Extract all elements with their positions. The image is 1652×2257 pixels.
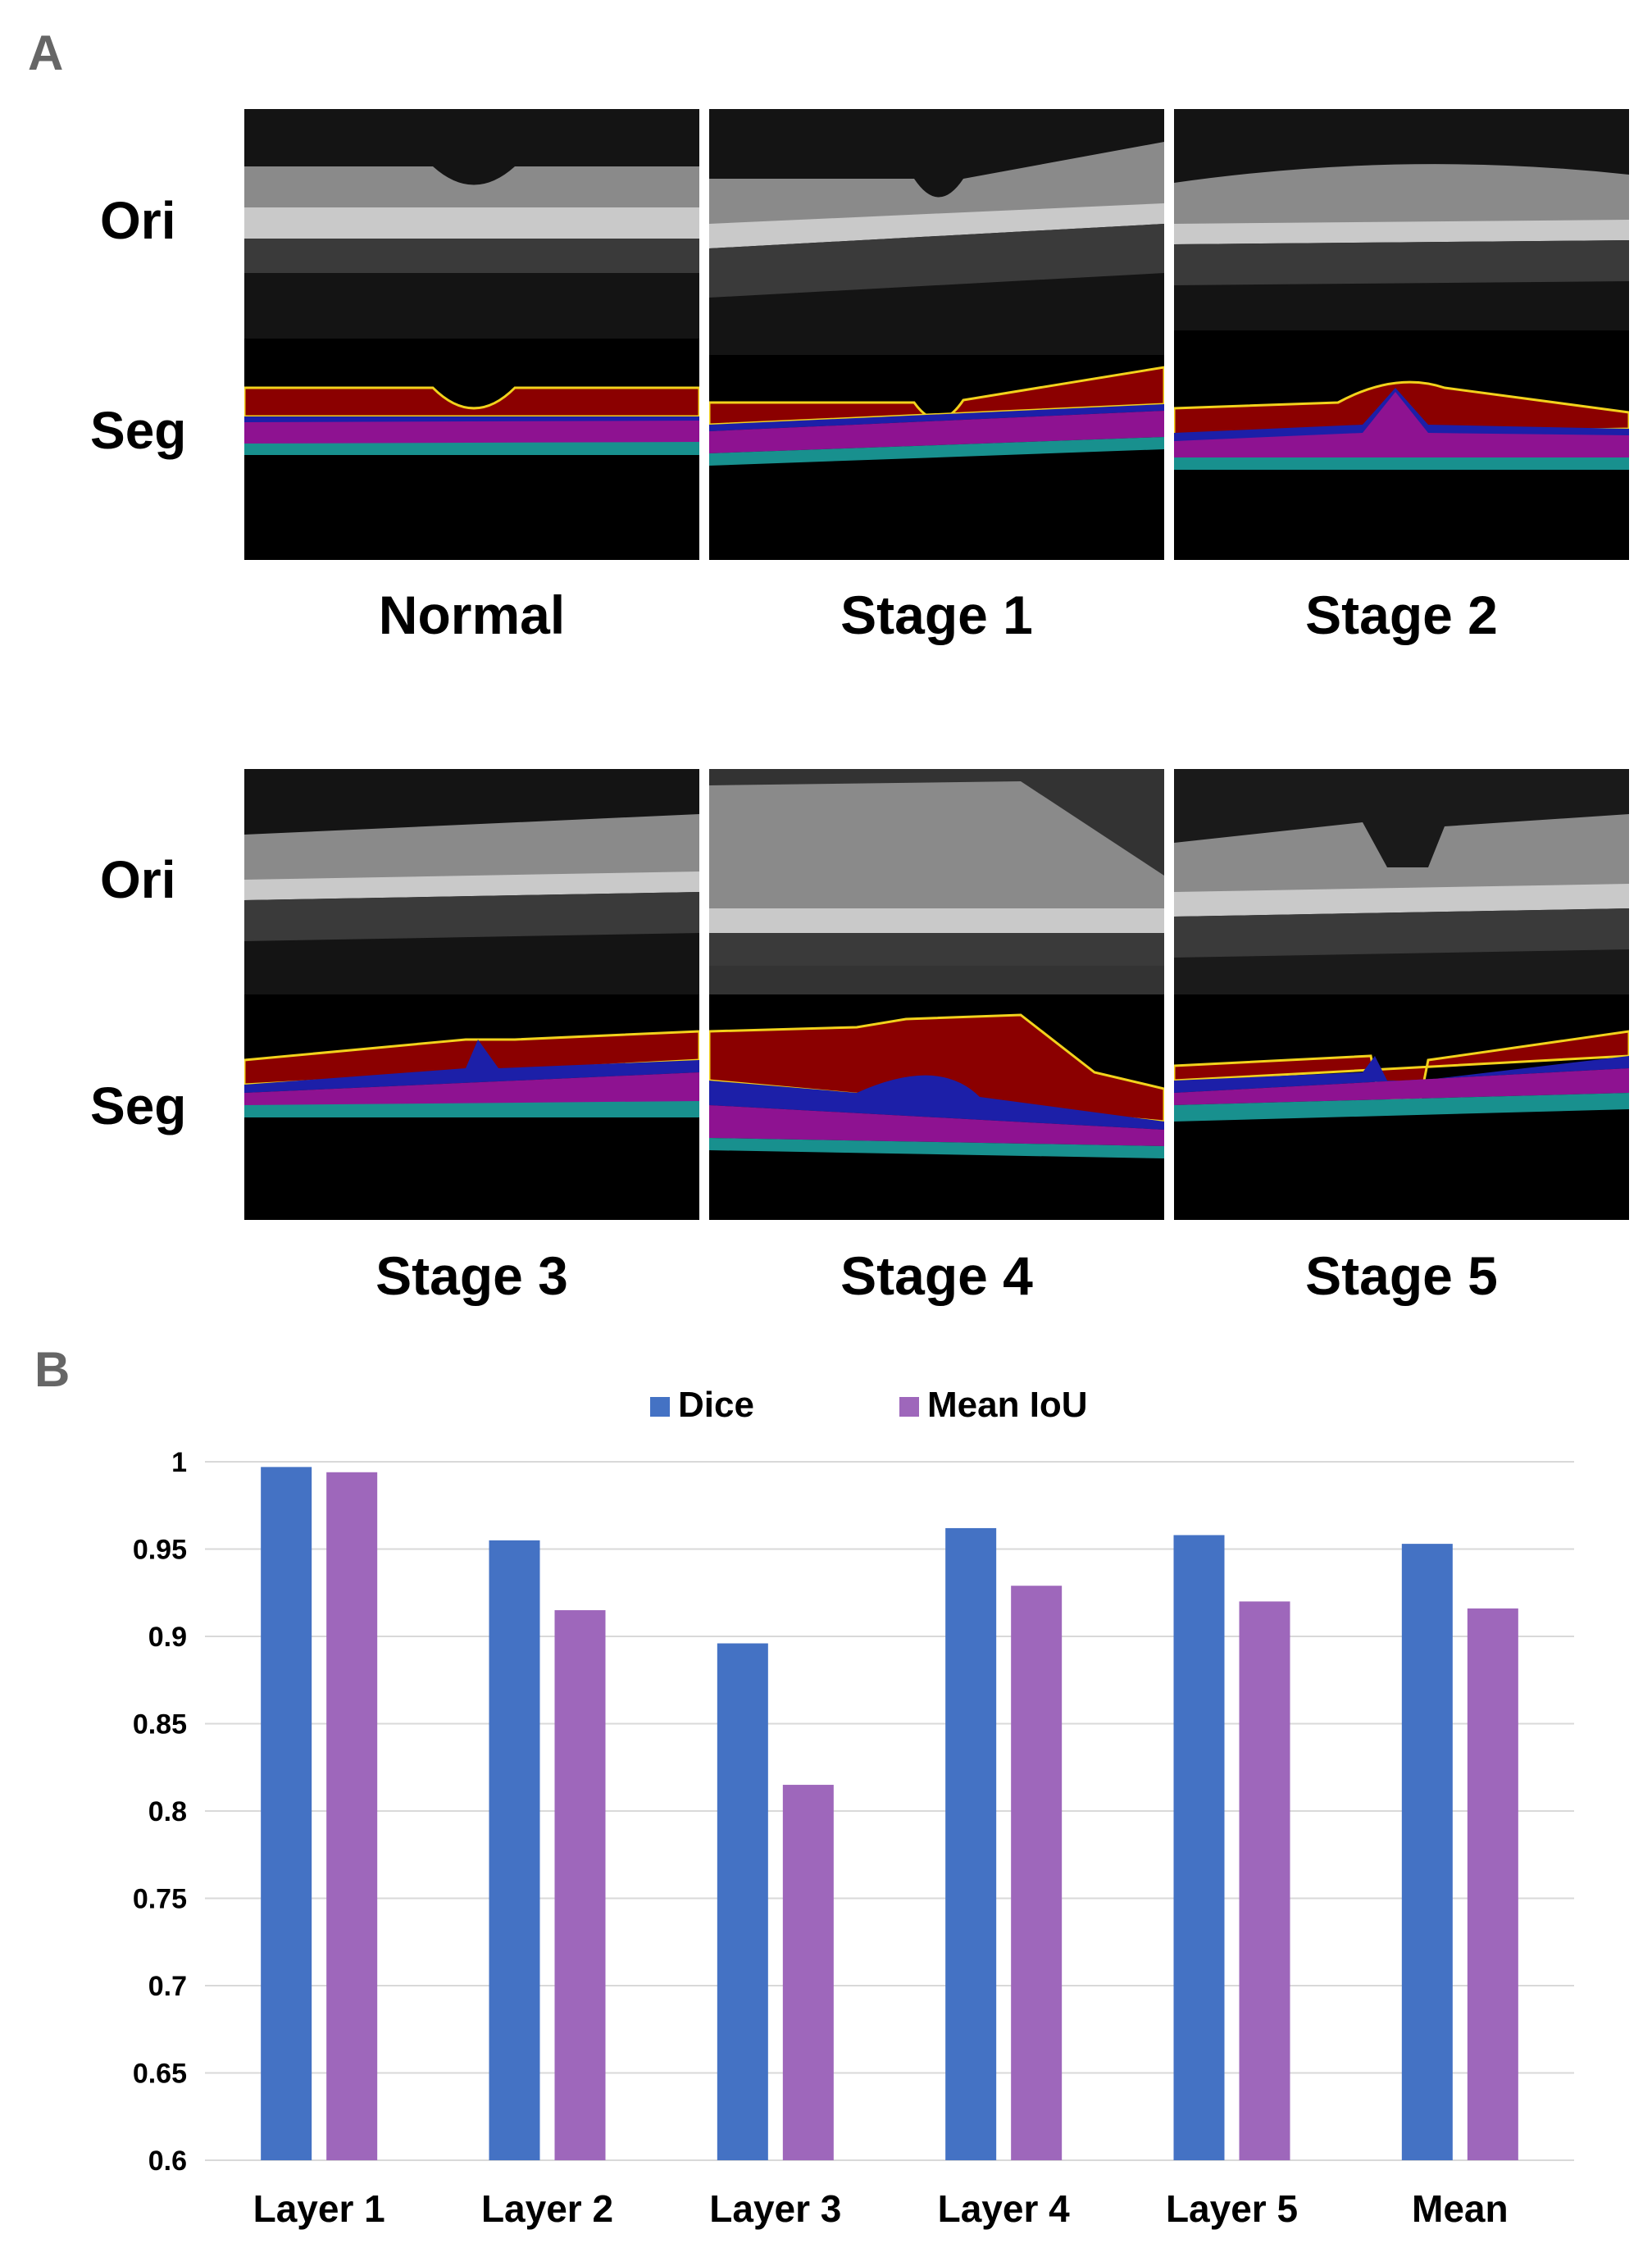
y-tick-label: 0.85 (133, 1709, 187, 1741)
stage-label-stage-4: Stage 4 (840, 1245, 1033, 1306)
bar-mean-iou-layer-4 (1011, 1586, 1063, 2160)
x-tick-label: Layer 3 (709, 2187, 841, 2230)
chart-gridlines (205, 1461, 1574, 2161)
stage-label-stage-3: Stage 3 (375, 1245, 568, 1306)
legend-label-dice: Dice (678, 1385, 754, 1425)
bar-dice-layer-5 (1173, 1535, 1225, 2160)
row-label-ori-top: Ori (100, 191, 176, 250)
y-tick-label: 0.95 (133, 1535, 187, 1566)
bar-mean-iou-layer-3 (782, 1785, 834, 2160)
legend-swatch-dice (650, 1397, 670, 1417)
bar-dice-layer-4 (945, 1527, 997, 2160)
chart-y-tick-labels: 0.6 0.65 0.7 0.75 0.8 0.85 0.9 0.95 1 (133, 1447, 187, 2177)
bar-mean-iou-layer-2 (554, 1610, 606, 2160)
bar-mean-iou-layer-1 (326, 1472, 378, 2160)
bar-dice-mean (1401, 1544, 1453, 2160)
bar-mean-iou-mean (1467, 1608, 1518, 2160)
chart-legend: Dice Mean IoU (650, 1385, 1088, 1425)
x-tick-label: Layer 1 (253, 2187, 385, 2230)
legend-label-mean-iou: Mean IoU (927, 1385, 1088, 1425)
oct-scan-stage-2 (1174, 109, 1629, 560)
x-tick-label: Layer 2 (481, 2187, 613, 2230)
row-label-seg-top: Seg (90, 401, 187, 460)
y-tick-label: 0.9 (148, 1622, 187, 1653)
bar-dice-layer-2 (489, 1540, 540, 2160)
y-tick-label: 0.75 (133, 1884, 187, 1915)
legend-swatch-mean-iou (899, 1397, 919, 1417)
oct-scan-stage-4 (709, 769, 1164, 1220)
bar-chart: 0.60.650.70.750.80.850.90.951 Layer 1 Lay… (133, 1385, 1574, 2230)
x-tick-label: Layer 5 (1166, 2187, 1298, 2230)
y-tick-label: 0.6 (148, 2146, 187, 2177)
stage-label-stage-2: Stage 2 (1305, 585, 1498, 645)
oct-scan-stage-3 (244, 769, 699, 1220)
y-tick-label: 0.65 (133, 2059, 187, 2090)
x-tick-label: Mean (1412, 2187, 1509, 2230)
bar-mean-iou-layer-5 (1239, 1601, 1290, 2160)
row-label-ori-bottom: Ori (100, 850, 176, 909)
x-tick-label: Layer 4 (938, 2187, 1071, 2230)
oct-scan-normal (244, 109, 699, 560)
stage-label-stage-1: Stage 1 (840, 585, 1033, 645)
y-tick-label: 0.8 (148, 1796, 187, 1827)
bar-dice-layer-1 (261, 1467, 312, 2160)
oct-scan-stage-5 (1174, 769, 1629, 1220)
stage-label-stage-5: Stage 5 (1305, 1245, 1498, 1306)
chart-x-tick-labels: Layer 1 Layer 2 Layer 3 Layer 4 Layer 5 Mean (253, 2187, 1509, 2230)
row-label-seg-bottom: Seg (90, 1076, 187, 1135)
bar-dice-layer-3 (717, 1643, 768, 2160)
stage-label-normal: Normal (378, 585, 566, 645)
panel-b-letter: B (34, 1342, 71, 1397)
y-tick-label: 0.7 (148, 1971, 187, 2002)
y-tick-label: 1 (171, 1447, 187, 1478)
oct-scan-stage-1 (709, 109, 1164, 560)
panel-a-letter: A (28, 25, 64, 80)
chart-bars (261, 1467, 1518, 2160)
